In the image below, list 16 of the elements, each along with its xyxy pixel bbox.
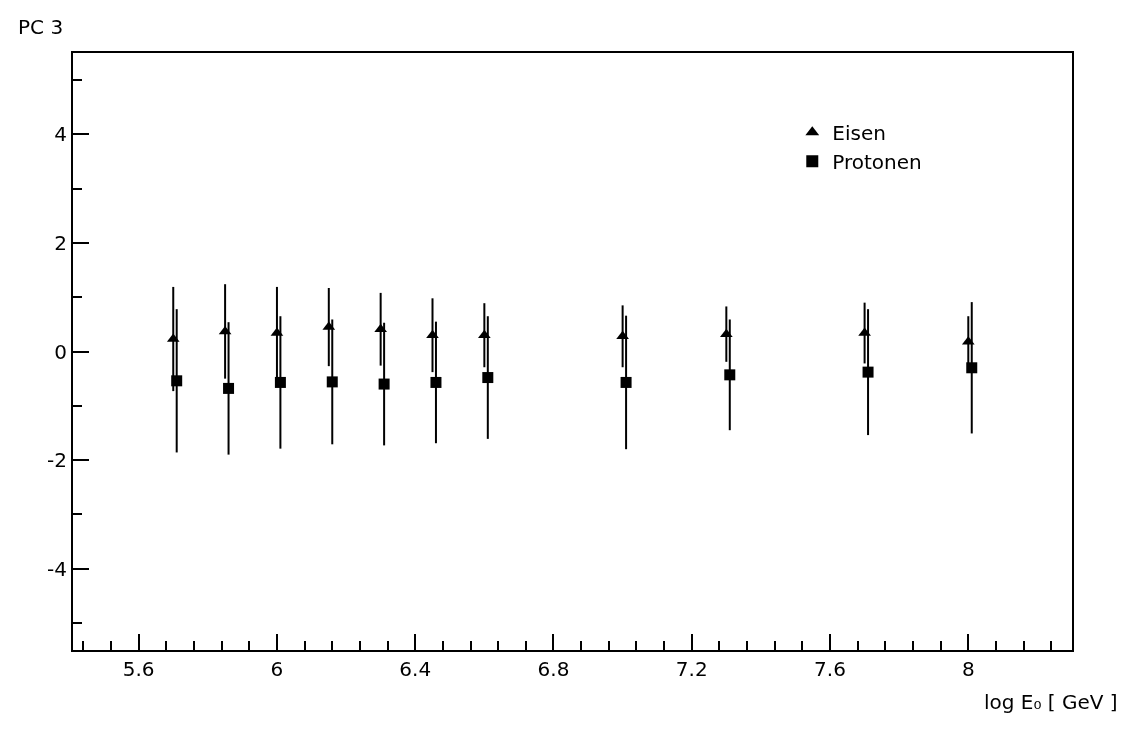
x-axis-title: log E₀ [ GeV ] [984,690,1118,714]
legend-label: Eisen [832,121,886,145]
x-tick-label: 6.8 [537,657,570,681]
y-tick-label: 0 [54,339,67,364]
y-axis-title: PC 3 [18,15,64,39]
x-tick-label: 7.2 [675,657,708,681]
x-tick-label: 7.6 [814,657,846,681]
x-tick-label: 5.6 [122,657,155,681]
legend-label: Protonen [832,150,922,174]
x-tick-label: 6.4 [399,657,432,681]
y-tick-label: -4 [47,556,67,581]
y-tick-label: -2 [47,448,67,473]
x-tick-label: 6 [270,657,284,681]
x-tick-label: 8 [961,657,975,681]
y-tick-label: 4 [54,122,67,147]
y-tick-label: 2 [54,230,67,255]
